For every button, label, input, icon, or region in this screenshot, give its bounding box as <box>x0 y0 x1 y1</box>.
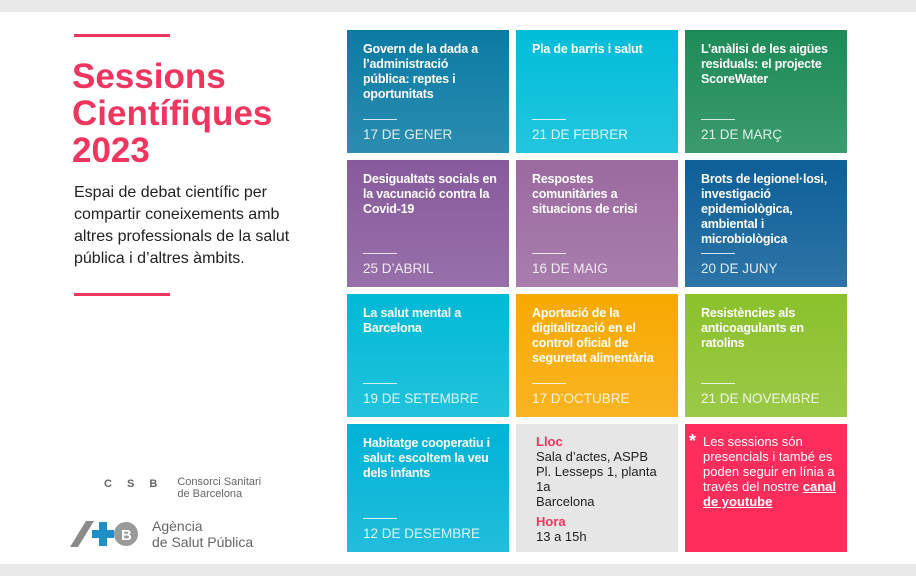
csb-name: Consorci Sanitari <box>177 476 262 488</box>
aspb-name: Agència <box>152 518 203 534</box>
divider <box>363 119 397 120</box>
session-title: L’anàlisi de les aigües residuals: el pr… <box>701 42 828 86</box>
session-title: Brots de legionel·losi, investigació epi… <box>701 172 827 246</box>
streaming-note: * Les sessions són presencials i també e… <box>685 424 847 552</box>
session-date: 12 DE DESEMBRE <box>363 526 481 541</box>
place-label: Lloc <box>536 434 563 449</box>
youtube-link[interactable]: canal de youtube <box>703 479 836 509</box>
description: Espai de debat científic per compartir c… <box>74 184 290 267</box>
session-tile: L’anàlisi de les aigües residuals: el pr… <box>685 30 847 153</box>
session-tile: Brots de legionel·losi, investigació epi… <box>685 160 847 287</box>
session-tile: Respostes comunitàries a situacions de c… <box>516 160 678 287</box>
divider <box>532 383 566 384</box>
divider <box>701 119 735 120</box>
session-title: Respostes comunitàries a situacions de c… <box>532 172 638 216</box>
session-tile: Habitatge cooperatiu i salut: escoltem l… <box>347 424 509 552</box>
title-line: Científiques <box>72 94 273 133</box>
session-date: 21 DE FEBRER <box>532 127 629 142</box>
divider <box>363 383 397 384</box>
divider <box>532 253 566 254</box>
place-line: Pl. Lesseps 1, planta 1a <box>536 464 657 494</box>
session-tile: Pla de barris i salut 21 DE FEBRER <box>516 30 678 153</box>
session-tile: Aportació de la digitalització en el con… <box>516 294 678 417</box>
divider <box>363 253 397 254</box>
divider <box>363 518 397 519</box>
session-title: Govern de la dada a l’administració públ… <box>363 42 478 101</box>
venue-info: Lloc Sala d’actes, ASPB Pl. Lesseps 1, p… <box>516 424 678 552</box>
session-tile: Resistències als anticoagulants en ratol… <box>685 294 847 417</box>
asterisk-icon: * <box>689 431 697 451</box>
note-text: Les sessions són presencials i també es … <box>703 434 835 494</box>
session-date: 17 D’OCTUBRE <box>532 391 630 406</box>
divider <box>701 383 735 384</box>
session-tile: La salut mental a Barcelona 19 DE SETEMBR… <box>347 294 509 417</box>
divider <box>74 293 170 296</box>
time-label: Hora <box>536 514 566 529</box>
session-tile: Govern de la dada a l’administració públ… <box>347 30 509 153</box>
csb-name: de Barcelona <box>177 488 243 500</box>
session-date: 25 D’ABRIL <box>363 261 434 276</box>
aspb-logo-icon: B <box>70 521 138 547</box>
title-line: 2023 <box>72 131 150 170</box>
session-title: Resistències als anticoagulants en ratol… <box>701 306 804 350</box>
aspb-name: de Salut Pública <box>152 534 254 550</box>
divider <box>701 253 735 254</box>
divider <box>74 34 170 37</box>
session-date: 21 DE NOVEMBRE <box>701 391 820 406</box>
sessions-grid: Govern de la dada a l’administració públ… <box>347 30 847 552</box>
time-value: 13 a 15h <box>536 529 587 544</box>
bottom-band <box>0 564 916 576</box>
session-title: Desigualtats socials en la vacunació con… <box>363 172 497 216</box>
page-title: Sessions Científiques 2023 <box>72 58 272 169</box>
divider <box>532 119 566 120</box>
session-date: 21 DE MARÇ <box>701 127 783 142</box>
aspb-logo: B Agència de Salut Pública <box>70 518 253 550</box>
session-date: 20 DE JUNY <box>701 261 778 276</box>
session-date: 19 DE SETEMBRE <box>363 391 479 406</box>
session-date: 17 DE GENER <box>363 127 453 142</box>
session-title: Habitatge cooperatiu i salut: escoltem l… <box>363 436 490 480</box>
title-line: Sessions <box>72 57 226 96</box>
session-tile: Desigualtats socials en la vacunació con… <box>347 160 509 287</box>
place-line: Sala d’actes, ASPB <box>536 449 649 464</box>
place-line: Barcelona <box>536 494 595 509</box>
svg-text:B: B <box>121 527 132 544</box>
session-title: La salut mental a Barcelona <box>363 306 462 335</box>
top-band <box>0 0 916 12</box>
session-title: Pla de barris i salut <box>532 42 643 56</box>
csb-mark: C S B <box>104 478 164 490</box>
session-title: Aportació de la digitalització en el con… <box>532 306 654 365</box>
session-date: 16 DE MAIG <box>532 261 608 276</box>
csb-logo: C S B Consorci Sanitari de Barcelona <box>104 476 261 500</box>
